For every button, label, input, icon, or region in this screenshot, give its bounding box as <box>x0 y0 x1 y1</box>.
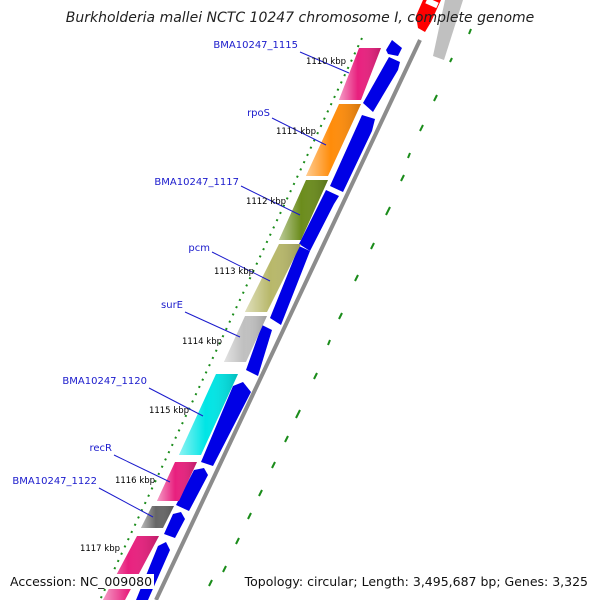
gc-content-dash <box>385 206 391 216</box>
gc-content-dash <box>354 274 359 282</box>
gene-label[interactable]: BMA10247_1120 <box>62 376 147 387</box>
map-title: Burkholderia mallei NCTC 10247 chromosom… <box>65 10 535 26</box>
ruler-tick-track: 1110 kbp 1111 kbp 1112 kbp 1113 kbp 1114 kbp… <box>80 57 346 554</box>
gc-content-dash <box>468 28 472 35</box>
gene-leader-line <box>113 454 171 483</box>
gene-feature-shading <box>279 180 328 240</box>
ruler-tick-label: 1112 kbp <box>246 197 286 207</box>
gene-label[interactable]: BMA10247_1115 <box>213 40 298 51</box>
gene-label[interactable]: rpoS <box>247 108 270 119</box>
gc-content-dash <box>327 339 331 346</box>
feature-red-partial[interactable] <box>416 0 441 32</box>
gc-content-dash <box>222 565 227 573</box>
gene-leader-line <box>211 251 271 282</box>
cds-arrow[interactable] <box>164 512 185 538</box>
feature-white-strip <box>425 0 439 9</box>
gene-label[interactable]: BMA10247_1122 <box>12 476 97 487</box>
gene-label[interactable]: surE <box>161 300 183 311</box>
gene-feature-shading <box>339 48 381 100</box>
gene-leader-line <box>299 51 350 74</box>
ruler-dotted-line <box>99 37 363 600</box>
cds-arrow[interactable] <box>386 40 402 56</box>
gene-leader-line <box>148 387 204 417</box>
gc-content-dash <box>271 461 276 469</box>
gene-feature-shading <box>224 316 267 362</box>
gene-leader-line <box>271 117 327 146</box>
gene-leader-line <box>184 311 241 338</box>
gc-content-dash <box>449 57 453 63</box>
backbone-line <box>154 39 422 600</box>
gc-content-dash <box>284 435 289 443</box>
ruler-tick-label: 1117 kbp <box>80 544 120 554</box>
accession-label: Accession: NC_009080 <box>8 574 155 589</box>
cds-arrow[interactable] <box>270 246 310 325</box>
gc-content-dash <box>433 94 438 102</box>
gc-content-track <box>208 28 472 587</box>
gene-feature-track <box>103 48 381 600</box>
gene-feature-shading <box>245 244 301 312</box>
gc-content-dash <box>295 409 301 419</box>
gc-content-dash <box>338 312 343 320</box>
gene-leader-line <box>98 487 154 518</box>
gene-feature-shading <box>306 104 361 176</box>
gc-content-dash <box>407 152 411 159</box>
ruler-tick-label: 1115 kbp <box>149 406 189 416</box>
gc-content-dash <box>313 372 318 380</box>
feature-grey-partial[interactable] <box>433 0 463 60</box>
gene-label[interactable]: recR <box>90 443 113 454</box>
gene-feature-shading <box>141 506 174 528</box>
gc-content-dash <box>235 537 240 545</box>
cds-arrow[interactable] <box>299 190 339 251</box>
gc-content-dash <box>400 174 405 182</box>
cds-arrow[interactable] <box>246 325 272 376</box>
gene-leader-line <box>240 185 301 216</box>
gene-feature-shading <box>179 374 238 455</box>
gene-label[interactable]: pcm <box>188 243 210 254</box>
gc-content-dash <box>247 512 252 520</box>
gc-content-dash <box>419 124 424 132</box>
ruler-tick-label: 1114 kbp <box>182 337 222 347</box>
gc-content-dash <box>258 489 263 497</box>
gc-content-dash <box>208 579 213 587</box>
cds-arrow[interactable] <box>176 468 208 511</box>
gene-label[interactable]: BMA10247_1117 <box>154 177 239 188</box>
cds-arrow[interactable] <box>330 115 375 192</box>
gc-content-dash <box>370 242 375 250</box>
ruler-tick-label: 1116 kbp <box>115 476 155 486</box>
ruler-tick-label: 1111 kbp <box>276 127 316 137</box>
ruler-tick-label: 1110 kbp <box>306 57 346 67</box>
genome-summary: Topology: circular; Length: 3,495,687 bp… <box>242 574 590 589</box>
cds-forward-track <box>136 40 402 600</box>
gene-feature-shading <box>157 462 197 501</box>
cds-arrow[interactable] <box>363 57 400 112</box>
cds-arrow[interactable] <box>201 382 251 466</box>
ruler-tick-label: 1113 kbp <box>214 267 254 277</box>
